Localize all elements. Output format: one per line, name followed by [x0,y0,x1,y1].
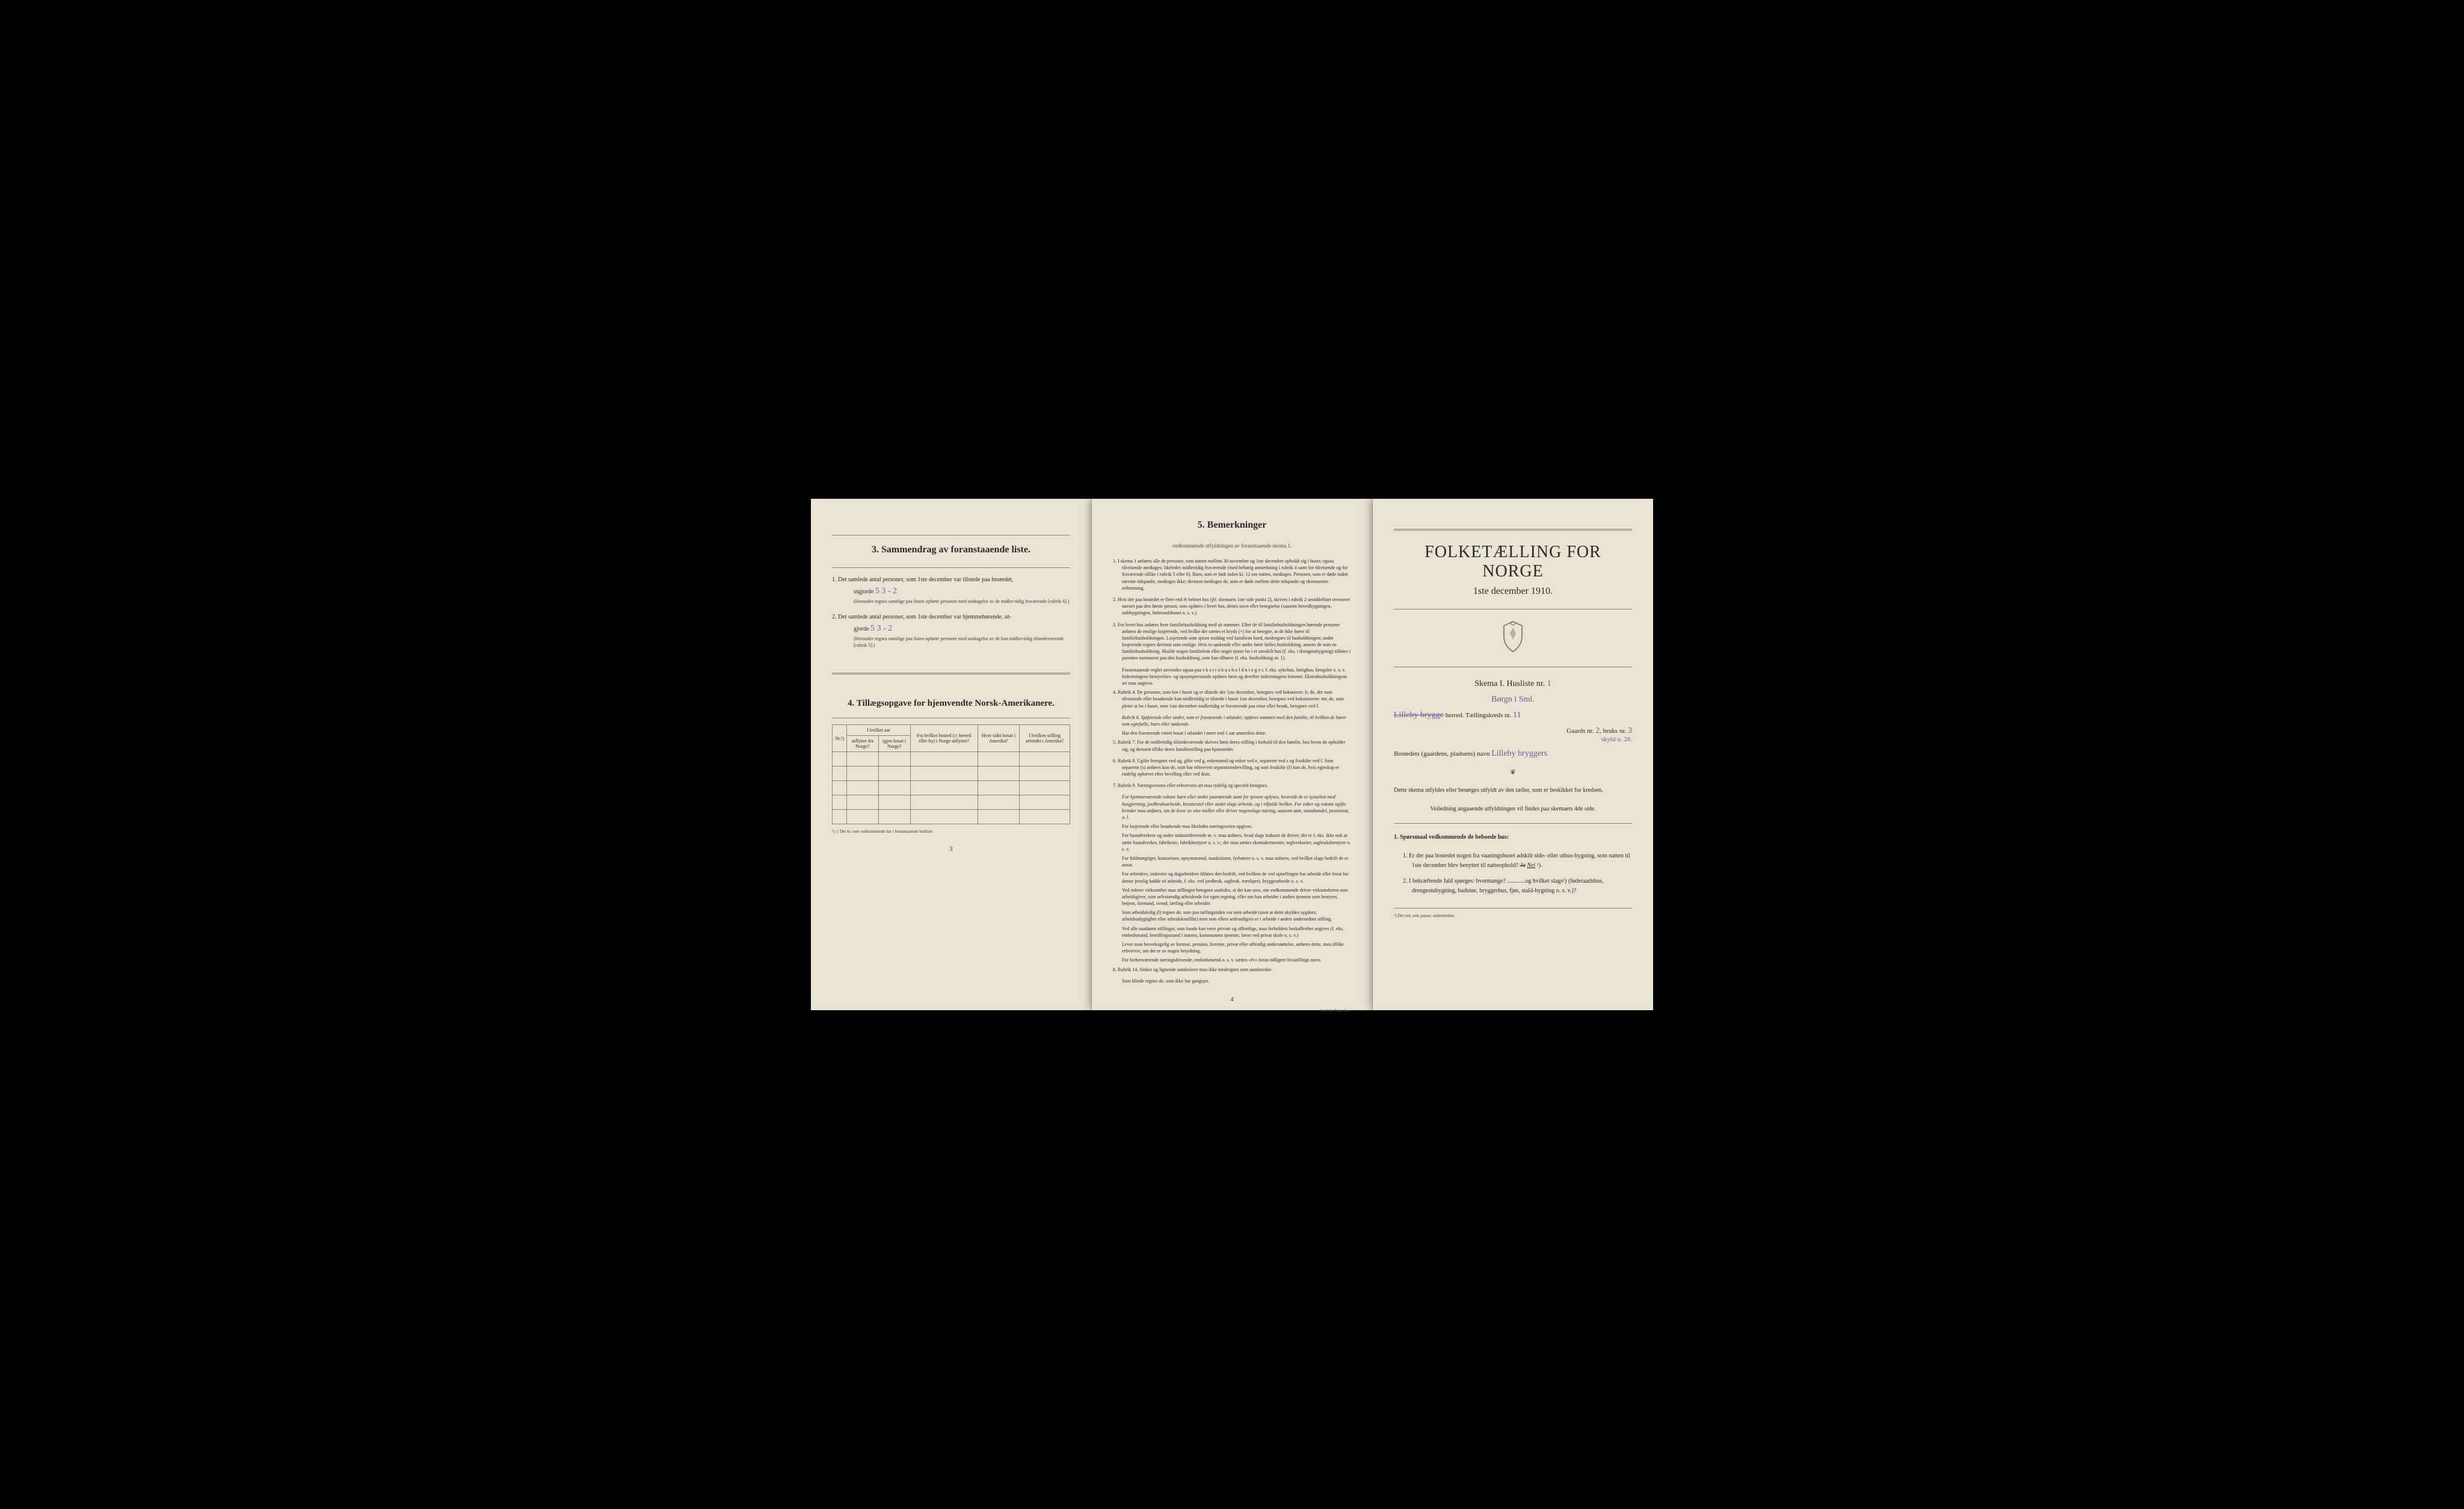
skema-text: Skema I. Husliste nr. [1474,679,1545,688]
th-utflyttet: utflyttet fra Norge? [847,736,879,752]
skema-num: 1 [1547,679,1551,688]
section-5-subtitle: vedkommende utfyldningen av foranstaaend… [1113,543,1351,549]
th-nr: Nr.¹) [833,725,847,752]
amerika-table: Nr.¹) I hvilket aar Fra hvilket bosted (… [832,724,1070,824]
item-1-handwritten: 5 3 - 2 [875,587,897,596]
bemerk-1: 1. I skema 1 anføres alle de personer, s… [1113,558,1351,591]
q1-nei: Nei [1527,862,1535,869]
item-2: 2. Det samlede antal personer, som 1ste … [832,613,1070,649]
document-spread: 3. Sammendrag av foranstaaende liste. 1.… [811,499,1653,1010]
question-1: 1. Er der paa bostedet nogen fra vaaning… [1403,851,1632,871]
line1-hw: Børgn i Sml. [1491,695,1535,704]
item-1-text: utgjorde [843,588,873,595]
table-row [833,795,1070,810]
th-amerika: Hvor sidst bosat i Amerika? [978,725,1020,752]
bemerk-3b: Foranstaaende regler anvendes ogsaa paa … [1122,667,1351,687]
table-row [833,767,1070,781]
item-2-handwritten: 5 3 - 2 [870,624,892,633]
item-2-prefix: 2. Det samlede antal personer, som 1ste … [832,614,1011,620]
section-3-title: 3. Sammendrag av foranstaaende liste. [832,545,1070,555]
table-row [833,752,1070,767]
page-middle: 5. Bemerkninger vedkommende utfyldningen… [1092,499,1373,1010]
bemerk-7f: For arbeidere, inderster og dagarbeidere… [1122,871,1351,884]
printer-mark: Steen'ske Bogtr. Kr.a. [1113,1009,1351,1013]
instruction-2: Veiledning angaaende utfyldningen vil fi… [1394,804,1632,814]
bemerkninger-list: 1. I skema 1 anføres alle de personer, s… [1113,558,1351,984]
bruks-prefix: bruks nr. [1603,727,1627,735]
bemerk-6: 6. Rubrik 8. Ugifte betegnes ved ug, gif… [1113,758,1351,778]
footnote-left: ¹) ɔ: Det nr. som vedkommende har i fora… [832,829,1070,834]
ornament-icon: ❦ [1394,768,1632,777]
bemerk-7b: For hjemmeværende voksne børn eller andr… [1122,794,1351,821]
bemerk-7: 7. Rubrik 9. Næringsveiens eller erhverv… [1113,782,1351,789]
table-row [833,810,1070,824]
bosted-prefix: Bostedets (gaardens, pladsens) navn [1394,750,1489,758]
bemerk-7h: Som arbeidsledig (l) regnes de, som paa … [1122,909,1351,922]
bemerk-3: 3. For hvert hus anføres hver familiehus… [1113,622,1351,662]
crest-icon [1394,619,1632,658]
skema-line: Skema I. Husliste nr. 1 [1394,679,1632,689]
bemerk-7g: Ved enhver virksomhet maa stillingen bet… [1122,887,1351,907]
bruks-num: 3 [1628,726,1632,735]
page-number-4: 4 [1113,996,1351,1003]
bemerk-4c: Har den fraværende været bosat i utlande… [1122,730,1351,736]
bemerk-4: 4. Rubrik 4. De personer, som bor i huse… [1113,689,1351,709]
item-2-note: (Herunder regnes samtlige paa listen opf… [843,635,1070,649]
instruction-1: Dette skema utfyldes eller besørges utfy… [1394,786,1632,795]
th-stilling: I hvilken stilling arbeidet i Amerika? [1020,725,1070,752]
page-right: FOLKETÆLLING FOR NORGE 1ste december 191… [1373,499,1653,1010]
q1-note: ¹). [1537,862,1542,869]
line2-num: 11 [1513,711,1521,720]
page-number-3: 3 [832,846,1070,853]
bemerk-5: 5. Rubrik 7. For de midlertidig tilstede… [1113,739,1351,752]
bemerk-7k: For forhenværende næringsdrivende, embed… [1122,957,1351,963]
gaards-prefix: Gaards nr. [1566,727,1594,735]
page-left: 3. Sammendrag av foranstaaende liste. 1.… [811,499,1092,1010]
bosted-hw: Lilleby bryggers [1491,749,1547,758]
q1-text: 1. Er der paa bostedet nogen fra vaaning… [1403,853,1630,869]
line2-hw: Lilleby brygge [1394,711,1444,720]
bemerk-2: 2. Hvis der paa bostedet er flere end ét… [1113,596,1351,617]
section-5-title: 5. Bemerkninger [1113,520,1351,531]
th-aar: I hvilket aar [847,725,911,736]
form-line-3: Gaards nr. 2, bruks nr. 3 skyld o. 28. [1394,726,1632,743]
item-1-note: (Herunder regnes samtlige paa listen opf… [843,598,1070,605]
bemerk-7j: Lever man hovedsagelig av formue, pensio… [1122,941,1351,954]
form-line-4: Bostedets (gaardens, pladsens) navn Lill… [1394,749,1632,759]
form-line-2: Lilleby brygge herred. Tællingskreds nr.… [1394,711,1632,720]
question-header: 1. Spørsmaal vedkommende de beboede hus: [1394,833,1632,842]
table-row [833,781,1070,795]
section-4-title: 4. Tillægsopgave for hjemvendte Norsk-Am… [832,699,1070,709]
main-title: FOLKETÆLLING FOR NORGE [1394,543,1632,581]
th-bosted: Fra hvilket bosted (ɔ: herred eller by) … [910,725,978,752]
bemerk-8: 8. Rubrik 14. Sinker og lignende aandssl… [1113,966,1351,973]
bemerk-8b: Som blinde regnes de, som ikke har gangs… [1122,978,1351,984]
th-bosat: igjen bosat i Norge? [878,736,910,752]
question-2: 2. I bekræftende fald spørges: hvormange… [1403,877,1632,896]
bemerk-7e: For fuldmægtiger, kontorister, opsynsmæn… [1122,855,1351,868]
bemerk-7d: For haandverkere og andre industridriven… [1122,832,1351,853]
skyld: skyld o. 28. [1601,736,1632,743]
gaards-num: 2 [1595,726,1600,735]
item-1: 1. Det samlede antal personer, som 1ste … [832,575,1070,605]
bemerk-7c: For losjerende eller besøkende maa likel… [1122,823,1351,830]
line2-suffix: herred. Tællingskreds nr. [1446,712,1512,719]
bemerk-7i: Ved alle saadanne stillinger, som baade … [1122,925,1351,939]
form-line-1: Børgn i Sml. [1394,695,1632,705]
subtitle-date: 1ste december 1910. [1394,586,1632,597]
item-1-prefix: 1. Det samlede antal personer, som 1ste … [832,576,1013,583]
item-2-text: gjorde [843,626,869,632]
question-list: 1. Er der paa bostedet nogen fra vaaning… [1403,851,1632,896]
bemerk-4b: Rubrik 6. Sjøfarende eller andre, som er… [1122,714,1351,727]
footnote-right: ¹) Det ord, som passer, understrekes. [1394,913,1632,918]
q1-ja: Ja [1520,862,1525,869]
